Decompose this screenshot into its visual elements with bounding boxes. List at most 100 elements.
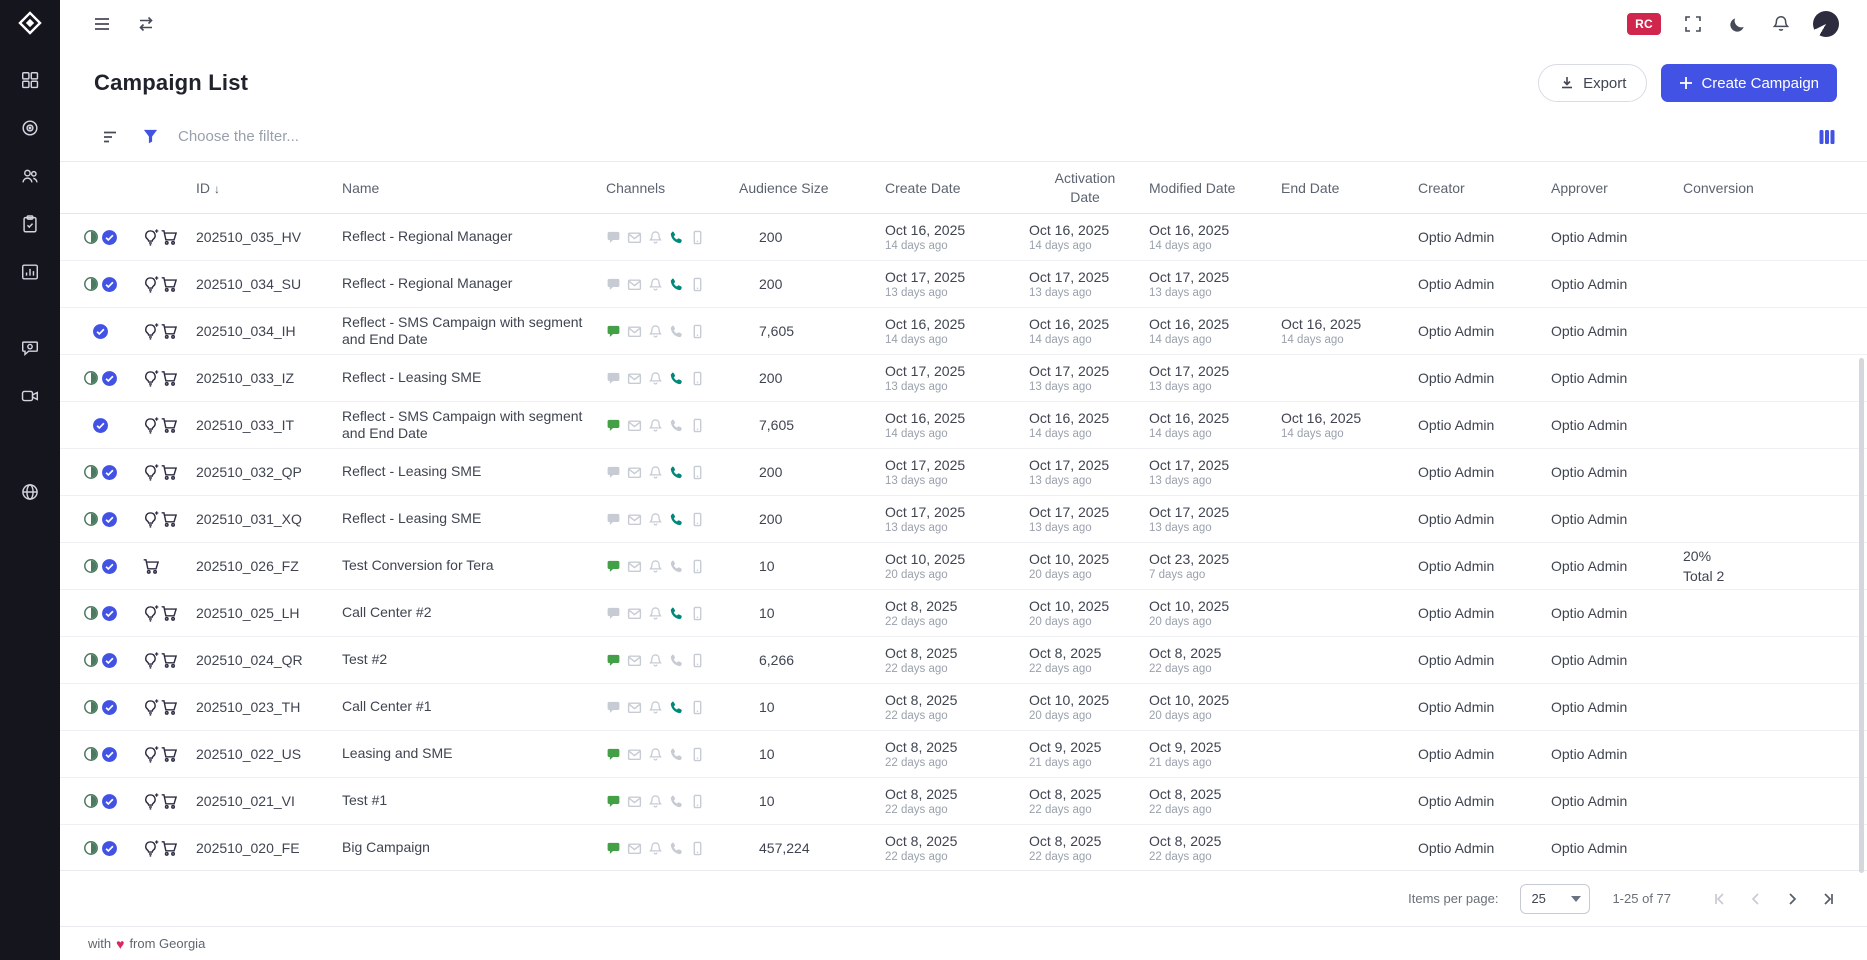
campaign-idea-icon[interactable] — [142, 463, 160, 481]
campaign-idea-icon[interactable] — [142, 792, 160, 810]
table-row[interactable]: 202510_020_FE Big Campaign 457,224 Oct 8… — [60, 825, 1867, 870]
conversion-cart-icon[interactable] — [160, 463, 178, 481]
campaign-idea-icon[interactable] — [142, 416, 160, 434]
campaign-idea-icon[interactable] — [142, 745, 160, 763]
sidebar-item-surveys[interactable] — [18, 212, 42, 236]
campaign-idea-icon[interactable] — [142, 604, 160, 622]
campaign-idea-icon[interactable] — [142, 322, 160, 340]
items-per-page-select[interactable]: 25 — [1520, 883, 1591, 914]
conversion-cart-icon[interactable] — [160, 510, 178, 528]
conversion-cart-icon[interactable] — [160, 604, 178, 622]
campaign-idea-icon[interactable] — [142, 510, 160, 528]
table-row[interactable]: 202510_035_HV Reflect - Regional Manager… — [60, 214, 1867, 261]
column-header-create-date[interactable]: Create Date — [885, 179, 961, 196]
filter-funnel-button[interactable] — [138, 125, 162, 149]
table-row[interactable]: 202510_021_VI Test #1 10 Oct 8, 2025 22 … — [60, 778, 1867, 825]
column-header-end-date[interactable]: End Date — [1281, 179, 1340, 196]
table-row[interactable]: 202510_033_IZ Reflect - Leasing SME 200 … — [60, 355, 1867, 402]
activation-date: Oct 17, 2025 — [1029, 503, 1110, 520]
approver: Optio Admin — [1551, 229, 1628, 245]
sort-lines-button[interactable] — [98, 125, 122, 149]
last-page-button[interactable] — [1815, 886, 1841, 912]
modified-date-cell: Oct 9, 2025 21 days ago — [1149, 739, 1281, 770]
table-row[interactable]: 202510_034_IH Reflect - SMS Campaign wit… — [60, 308, 1867, 355]
menu-toggle-button[interactable] — [90, 12, 114, 36]
column-header-modified-date[interactable]: Modified Date — [1149, 179, 1236, 196]
sms-channel-icon — [606, 653, 621, 668]
column-settings-button[interactable] — [1815, 125, 1839, 149]
column-header-approver[interactable]: Approver — [1551, 179, 1608, 196]
dark-mode-button[interactable] — [1725, 12, 1749, 36]
campaign-idea-icon[interactable] — [142, 369, 160, 387]
notifications-button[interactable] — [1769, 12, 1793, 36]
conversion-cart-icon[interactable] — [160, 322, 178, 340]
modified-date-cell: Oct 17, 2025 13 days ago — [1149, 504, 1281, 535]
table-row[interactable]: 202510_024_QR Test #2 6,266 Oct 8, 2025 … — [60, 637, 1867, 684]
campaign-channels — [606, 418, 739, 433]
filter-input[interactable] — [178, 128, 1799, 145]
modified-date: Oct 8, 2025 — [1149, 644, 1222, 661]
column-header-activation-date[interactable]: Activation Date — [1054, 170, 1116, 205]
sidebar-item-globe[interactable] — [18, 480, 42, 504]
call-channel-icon — [669, 559, 684, 574]
campaign-idea-icon[interactable] — [142, 839, 160, 857]
status-in-progress-icon — [82, 557, 100, 575]
app-logo[interactable] — [15, 8, 45, 38]
avatar[interactable] — [1813, 11, 1839, 37]
conversion-cart-icon[interactable] — [160, 698, 178, 716]
campaign-idea-icon[interactable] — [142, 651, 160, 669]
sync-arrows-button[interactable] — [134, 12, 158, 36]
table-row[interactable]: 202510_031_XQ Reflect - Leasing SME 200 … — [60, 496, 1867, 543]
next-page-button[interactable] — [1779, 886, 1805, 912]
column-header-audience[interactable]: Audience Size — [739, 179, 829, 196]
call-channel-icon — [669, 371, 684, 386]
table-row[interactable]: 202510_023_TH Call Center #1 10 Oct 8, 2… — [60, 684, 1867, 731]
status-in-progress-icon — [82, 698, 100, 716]
sidebar-item-campaigns[interactable] — [18, 116, 42, 140]
conversion-cart-icon[interactable] — [160, 745, 178, 763]
column-header-name[interactable]: Name — [342, 179, 380, 196]
conversion-cart-icon[interactable] — [160, 839, 178, 857]
table-row[interactable]: 202510_026_FZ Test Conversion for Tera 1… — [60, 543, 1867, 590]
column-header-creator[interactable]: Creator — [1418, 179, 1465, 196]
create-date-ago: 13 days ago — [885, 474, 948, 487]
download-icon — [1562, 77, 1573, 89]
column-header-channels[interactable]: Channels — [606, 179, 666, 196]
column-header-conversion[interactable]: Conversion — [1683, 179, 1754, 196]
campaign-channels — [606, 371, 739, 386]
campaign-idea-icon[interactable] — [142, 275, 160, 293]
email-channel-icon — [627, 512, 642, 527]
fullscreen-button[interactable] — [1681, 12, 1705, 36]
activation-date-cell: Oct 17, 2025 13 days ago — [1029, 457, 1149, 488]
column-header-id[interactable]: ID ↓ — [196, 179, 220, 196]
table-row[interactable]: 202510_033_IT Reflect - SMS Campaign wit… — [60, 402, 1867, 449]
sidebar-item-media[interactable] — [18, 384, 42, 408]
conversion-cart-icon[interactable] — [160, 651, 178, 669]
scrollbar[interactable] — [1859, 358, 1864, 873]
call-channel-icon — [669, 418, 684, 433]
audience-size: 200 — [759, 229, 783, 245]
campaign-idea-icon[interactable] — [142, 228, 160, 246]
conversion-cart-icon[interactable] — [160, 792, 178, 810]
table-row[interactable]: 202510_025_LH Call Center #2 10 Oct 8, 2… — [60, 590, 1867, 637]
conversion-cart-icon[interactable] — [160, 275, 178, 293]
table-row[interactable]: 202510_022_US Leasing and SME 10 Oct 8, … — [60, 731, 1867, 778]
campaign-id: 202510_034_IH — [196, 323, 296, 339]
prev-page-button[interactable] — [1743, 886, 1769, 912]
conversion-cart-icon[interactable] — [160, 228, 178, 246]
conversion-cart-icon[interactable] — [160, 369, 178, 387]
first-page-button[interactable] — [1707, 886, 1733, 912]
sidebar-item-audience[interactable] — [18, 164, 42, 188]
sidebar-item-dashboard[interactable] — [18, 68, 42, 92]
campaign-id: 202510_033_IT — [196, 417, 295, 433]
campaign-idea-icon[interactable] — [142, 698, 160, 716]
table-row[interactable]: 202510_032_QP Reflect - Leasing SME 200 … — [60, 449, 1867, 496]
create-date: Oct 10, 2025 — [885, 550, 966, 567]
sidebar-item-conversations[interactable] — [18, 336, 42, 360]
conversion-cart-icon[interactable] — [160, 416, 178, 434]
table-row[interactable]: 202510_034_SU Reflect - Regional Manager… — [60, 261, 1867, 308]
create-campaign-button[interactable]: Create Campaign — [1661, 64, 1837, 102]
sidebar-item-reports[interactable] — [18, 260, 42, 284]
export-button[interactable]: Export — [1538, 64, 1648, 102]
conversion-cart-icon[interactable] — [142, 557, 160, 575]
